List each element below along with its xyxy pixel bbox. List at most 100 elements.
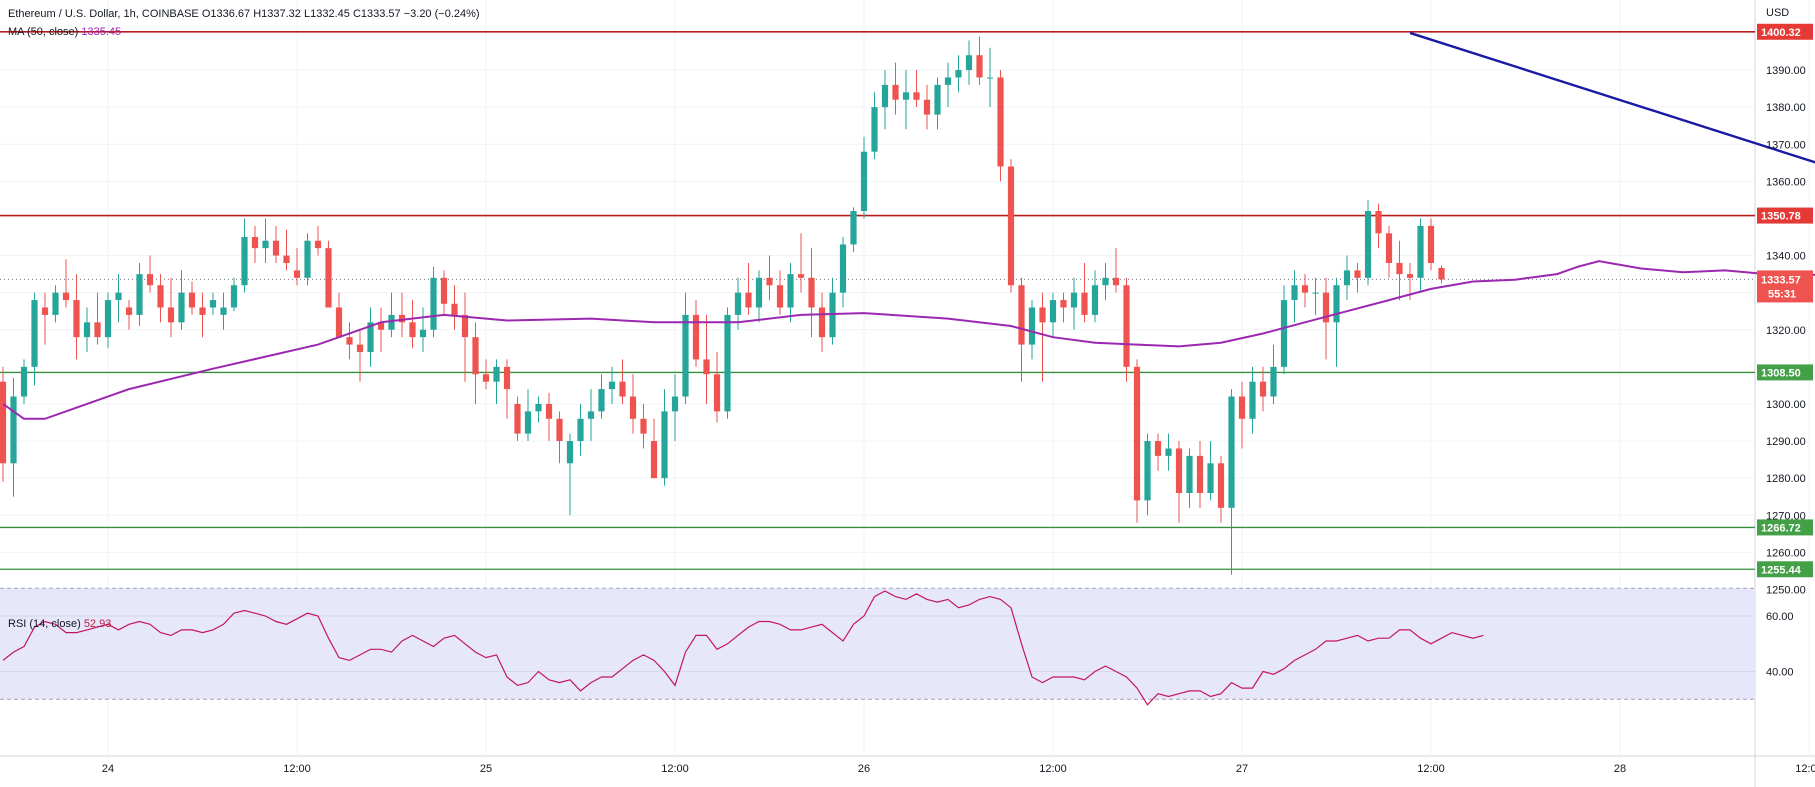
candle-body: [335, 307, 343, 338]
candle: [167, 277, 175, 338]
candle: [1249, 366, 1256, 434]
candle: [461, 292, 469, 382]
candle: [535, 396, 542, 423]
candle-body: [1301, 285, 1309, 293]
price-axis[interactable]: 1390.001380.001370.001360.001340.001330.…: [1757, 7, 1813, 679]
candle-body: [146, 274, 154, 286]
candle-body: [461, 314, 469, 338]
candle-body: [839, 244, 847, 293]
candle: [241, 218, 248, 293]
candle: [1375, 203, 1382, 249]
candle: [514, 396, 521, 442]
currency-label: USD: [1766, 7, 1789, 19]
candle: [1186, 448, 1193, 508]
candle: [104, 292, 112, 349]
candle-body: [1438, 267, 1445, 280]
candle: [577, 403, 584, 456]
price-tick-label: 1320.00: [1766, 325, 1806, 337]
candle-body: [545, 403, 553, 419]
candle: [682, 292, 689, 404]
candle-body: [199, 307, 206, 315]
candle: [83, 307, 91, 353]
candle-body: [220, 307, 227, 315]
candle: [776, 270, 784, 315]
candle-body: [1333, 285, 1340, 323]
rsi-tick-label: 40.00: [1766, 667, 1794, 679]
candle-body: [608, 381, 616, 390]
candle: [503, 359, 511, 419]
candle-body: [1270, 366, 1277, 397]
candle: [314, 225, 322, 256]
candle: [1060, 292, 1067, 323]
candle: [62, 259, 70, 308]
price-tick-label: 1370.00: [1766, 139, 1806, 151]
price-tick-label: 1250.00: [1766, 584, 1806, 596]
candle: [493, 359, 500, 404]
candle-body: [808, 277, 815, 308]
candle-body: [1417, 225, 1424, 278]
candle-body: [1280, 300, 1288, 367]
candle: [598, 374, 605, 419]
candle-body: [377, 322, 385, 330]
time-tick-label: 25: [480, 763, 492, 775]
candle-body: [934, 84, 941, 115]
time-axis[interactable]: 2412:002512:002612:002712:002812:002912:…: [102, 763, 1815, 775]
candle: [199, 292, 206, 338]
candle-body: [997, 77, 1004, 167]
candle: [1007, 159, 1015, 293]
candle: [1364, 199, 1372, 286]
support-level-tag: [1757, 519, 1813, 536]
time-tick-label: 12:00: [661, 763, 689, 775]
candle: [377, 307, 385, 353]
candle-body: [1291, 285, 1298, 301]
candle-body: [682, 314, 689, 397]
candlestick-series: [0, 36, 1445, 575]
candle: [1291, 270, 1298, 323]
candle: [724, 307, 731, 419]
time-tick-label: 24: [102, 763, 114, 775]
time-tick-label: 12:00: [1039, 763, 1067, 775]
candle: [325, 240, 332, 308]
candle: [965, 40, 973, 85]
candle-body: [818, 307, 826, 338]
candle-body: [94, 322, 101, 338]
time-tick-label: 12:00: [1417, 763, 1445, 775]
candle-body: [629, 396, 637, 419]
ma-legend[interactable]: MA (50, close) 1335.45: [8, 26, 121, 38]
candle-body: [640, 418, 647, 434]
candle-body: [104, 300, 112, 338]
candle-body: [902, 92, 910, 100]
candle-body: [955, 70, 962, 78]
candle: [1322, 277, 1330, 360]
rsi-legend[interactable]: RSI (14, close) 52.93: [8, 618, 111, 630]
candle-body: [52, 292, 59, 315]
candle: [146, 255, 154, 293]
candle: [902, 70, 910, 130]
candle: [293, 248, 301, 286]
candle: [650, 418, 658, 479]
candle: [209, 292, 217, 315]
candle: [913, 70, 920, 108]
candle-body: [1238, 396, 1246, 419]
candle-body: [965, 55, 973, 71]
trendline-drawing[interactable]: [1409, 31, 1815, 295]
candle-body: [514, 403, 521, 434]
candle: [1280, 285, 1288, 375]
candle: [1112, 248, 1120, 293]
ohlc-open: O1336.67: [201, 8, 251, 20]
trendline: [1409, 31, 1815, 164]
candle-body: [262, 240, 269, 249]
candle: [335, 292, 343, 338]
candle-body: [1039, 307, 1046, 323]
candle-body: [881, 84, 889, 108]
candle-body: [241, 237, 248, 286]
candle: [944, 62, 952, 108]
candle: [430, 266, 437, 338]
candle-body: [524, 411, 532, 434]
candle-body: [850, 211, 857, 245]
rsi-label: RSI (14, close): [8, 618, 81, 630]
candle-body: [62, 292, 70, 301]
candle-body: [293, 270, 301, 278]
candle-body: [493, 366, 500, 382]
